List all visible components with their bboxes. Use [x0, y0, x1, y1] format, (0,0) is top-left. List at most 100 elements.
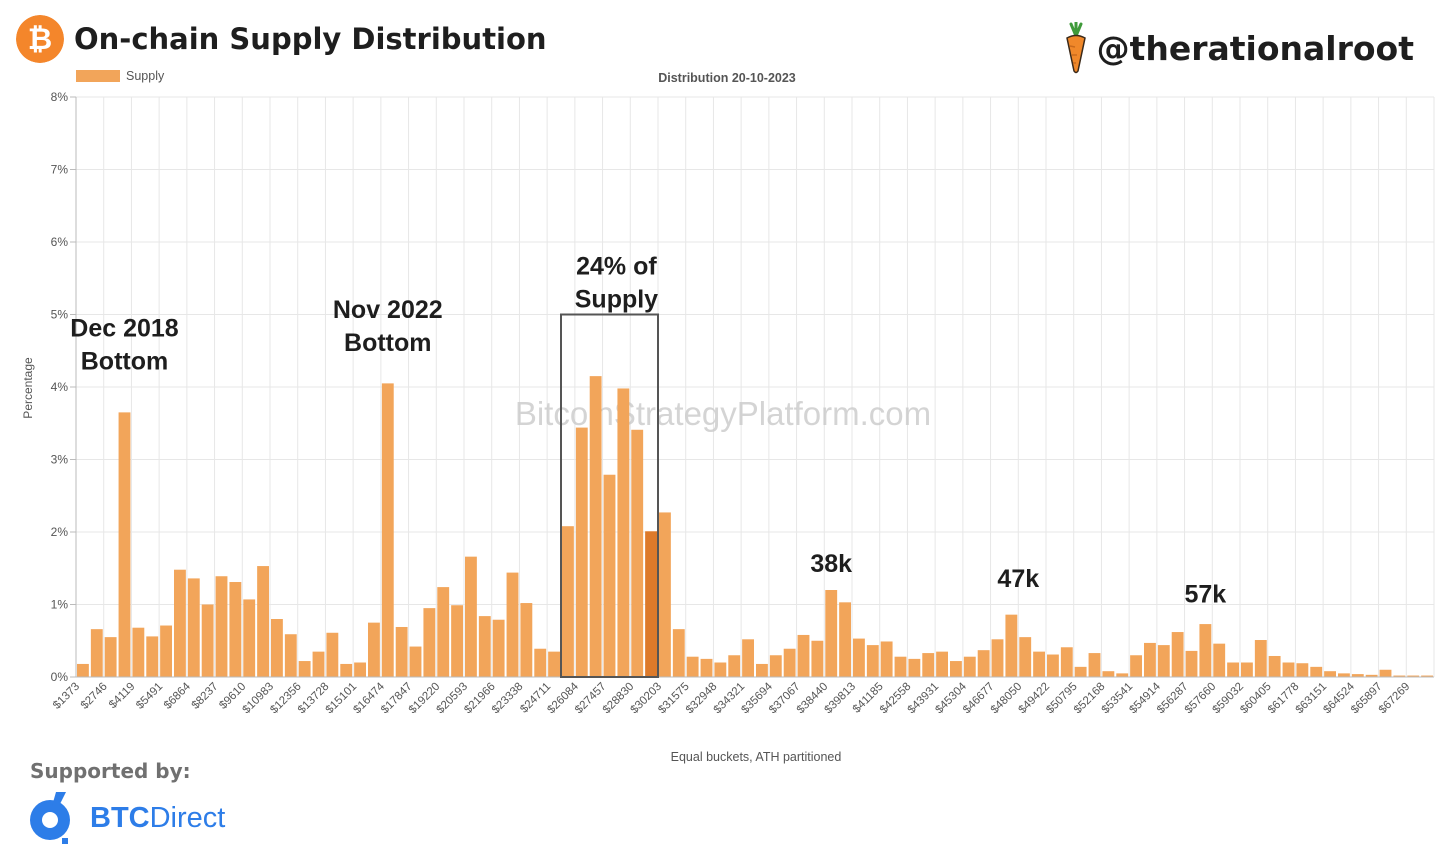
bar-bucket-91 — [1338, 673, 1350, 678]
sponsor-name: BTCDirect — [90, 802, 225, 835]
bar-bucket-31 — [506, 572, 519, 677]
bar-bucket-85 — [1254, 640, 1267, 677]
bar-bucket-24 — [409, 646, 422, 677]
supply-distribution-chart: BitcoinStrategyPlatform.com 0% 1% 2% 3% 4% 5%… — [21, 69, 1435, 764]
x-tick-label: $39813 — [823, 681, 859, 717]
sponsor-logo[interactable]: BTCDirect — [26, 790, 225, 846]
bar-bucket-77 — [1144, 642, 1156, 677]
chart-title: Distribution 20-10-2023 — [658, 71, 796, 85]
annotation-1-line1: Nov 2022 — [333, 296, 443, 324]
bar-bucket-35 — [562, 526, 574, 677]
y-tick-label: 2% — [51, 525, 69, 539]
bar-bucket-38 — [603, 474, 616, 677]
y-tick-labels: 0% 1% 2% 3% 4% 5% 6% 7% 8% — [51, 90, 69, 684]
annotation-0-line2: Bottom — [81, 347, 168, 375]
bar-bucket-43 — [672, 629, 685, 677]
bar-bucket-97 — [1421, 675, 1433, 677]
bar-bucket-55 — [839, 602, 851, 677]
bar-bucket-18 — [326, 632, 339, 677]
btcdirect-logo-icon — [30, 792, 70, 844]
bar-bucket-19 — [340, 663, 353, 677]
annotation-4-line1: 47k — [997, 565, 1039, 593]
legend-label: Supply — [126, 69, 165, 83]
legend-swatch — [76, 70, 120, 82]
bar-bucket-82 — [1213, 643, 1226, 677]
bar-bucket-51 — [783, 648, 796, 677]
bar-bucket-32 — [520, 603, 533, 677]
annotation-5-line1: 57k — [1184, 580, 1226, 608]
x-axis-label: Equal buckets, ATH partitioned — [671, 750, 842, 764]
bar-bucket-33 — [534, 648, 547, 677]
y-tick-label: 4% — [51, 380, 69, 394]
bar-bucket-56 — [853, 638, 865, 677]
x-tick-labels: $1373$2746$4119$5491$6864$8237$9610$1098… — [51, 680, 1412, 716]
bitcoin-logo-icon: ₿ — [16, 15, 64, 63]
bar-bucket-87 — [1282, 662, 1295, 677]
bar-bucket-89 — [1310, 666, 1323, 677]
watermark-text: BitcoinStrategyPlatform.com — [515, 395, 931, 432]
y-tick-label: 7% — [51, 163, 69, 177]
bar-bucket-23 — [395, 626, 408, 677]
bar-bucket-68 — [1019, 637, 1032, 678]
annotation-1-line2: Bottom — [344, 329, 431, 357]
bar-bucket-7 — [174, 569, 186, 677]
bar-series — [77, 376, 1433, 678]
bar-bucket-46 — [714, 662, 727, 677]
bar-bucket-94 — [1379, 669, 1392, 677]
bar-bucket-69 — [1033, 651, 1045, 678]
bar-bucket-15 — [284, 634, 297, 677]
bar-bucket-26 — [437, 587, 450, 677]
bar-bucket-75 — [1116, 673, 1129, 678]
x-tick-label: $23338 — [490, 681, 526, 717]
bar-bucket-8 — [187, 578, 200, 677]
y-tick-label: 5% — [51, 308, 69, 322]
bar-bucket-90 — [1324, 671, 1336, 677]
bar-bucket-73 — [1088, 653, 1101, 677]
bar-bucket-57 — [866, 645, 879, 677]
bar-bucket-14 — [271, 619, 283, 677]
bar-bucket-92 — [1351, 674, 1364, 677]
bar-bucket-80 — [1185, 650, 1198, 677]
bar-bucket-67 — [1005, 614, 1018, 677]
bar-bucket-20 — [354, 662, 366, 677]
chart-axes — [75, 97, 1434, 678]
x-tick-label: $2746 — [79, 681, 110, 712]
annotation-3-line1: 38k — [810, 550, 852, 578]
bar-bucket-21 — [368, 622, 380, 678]
bar-bucket-2 — [104, 637, 117, 678]
bar-bucket-22 — [381, 383, 394, 678]
annotation-0-line1: Dec 2018 — [70, 314, 179, 342]
bar-bucket-34 — [548, 651, 560, 678]
bar-bucket-83 — [1227, 662, 1239, 677]
carrot-icon — [1065, 22, 1086, 74]
y-tick-label: 0% — [51, 670, 69, 684]
bar-bucket-54 — [825, 590, 838, 677]
x-tick-label: $8237 — [190, 681, 221, 712]
bar-bucket-50 — [769, 655, 782, 677]
annotation-2-line2: Supply — [575, 286, 658, 314]
bar-bucket-74 — [1102, 671, 1115, 677]
bar-bucket-36 — [575, 427, 588, 677]
annotation-2-line1: 24% of — [576, 253, 657, 281]
bar-bucket-93 — [1365, 674, 1378, 677]
bar-bucket-88 — [1296, 663, 1309, 677]
bar-bucket-65 — [977, 650, 990, 677]
bar-bucket-66 — [991, 639, 1004, 677]
bar-bucket-30 — [492, 619, 505, 677]
bar-bucket-16 — [298, 661, 311, 677]
bar-bucket-29 — [478, 616, 491, 677]
author-handle: @therationalroot — [1063, 22, 1414, 74]
supported-by-label: Supported by: — [30, 759, 191, 783]
bar-bucket-47 — [728, 655, 741, 677]
header: ₿ On-chain Supply Distribution — [16, 14, 547, 64]
bar-bucket-42 — [659, 512, 671, 677]
sponsor-name-rest: Direct — [149, 801, 226, 834]
bar-bucket-71 — [1060, 647, 1073, 677]
chart-grid — [70, 96, 1435, 678]
bar-bucket-95 — [1393, 675, 1406, 677]
bar-bucket-49 — [756, 663, 768, 677]
bar-bucket-84 — [1241, 662, 1253, 677]
bar-bucket-52 — [797, 634, 810, 677]
bar-bucket-25 — [423, 608, 436, 678]
bar-bucket-13 — [257, 566, 269, 677]
